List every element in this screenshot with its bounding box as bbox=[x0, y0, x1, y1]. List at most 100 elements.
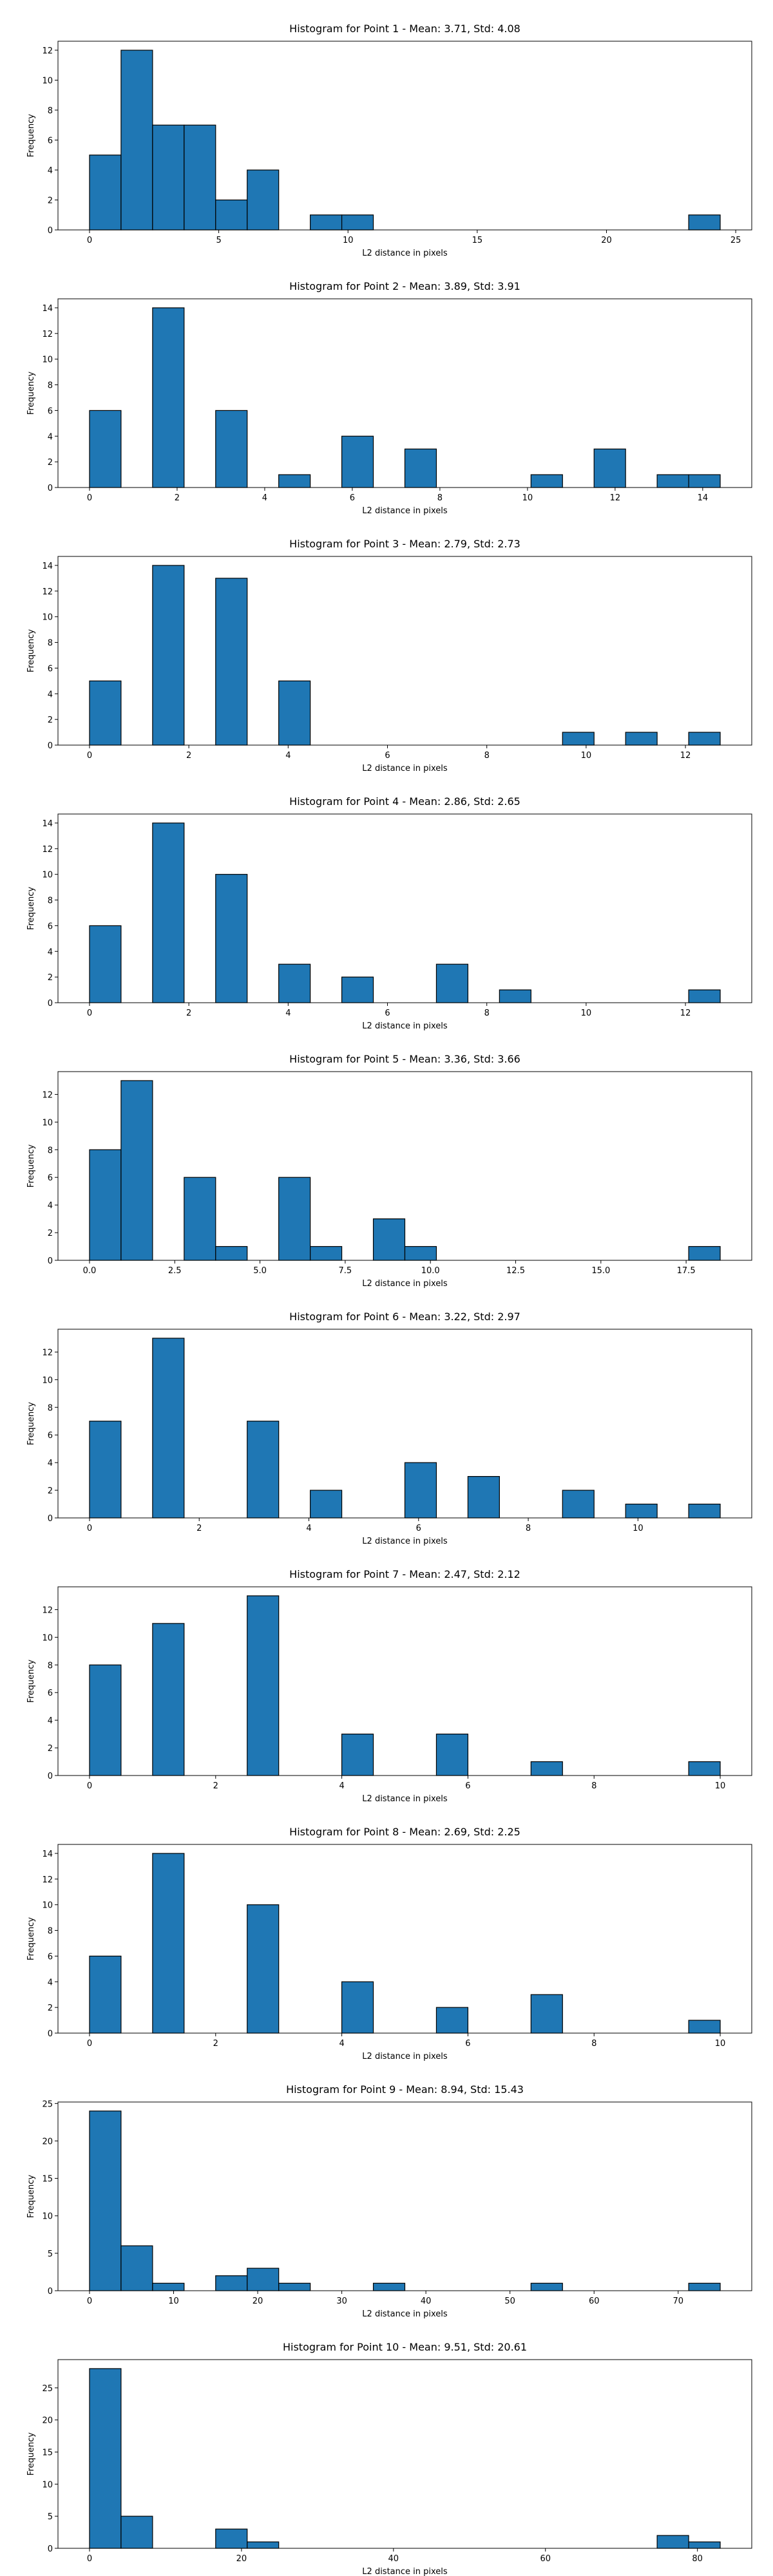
x-tick-label: 10 bbox=[715, 2039, 726, 2049]
x-tick-label: 2 bbox=[175, 493, 180, 503]
x-axis-label: L2 distance in pixels bbox=[362, 2052, 448, 2061]
y-axis-label: Frequency bbox=[26, 1917, 36, 1960]
bar bbox=[404, 1245, 437, 1261]
y-tick-label: 15 bbox=[42, 2175, 53, 2184]
y-tick-label: 4 bbox=[48, 1459, 53, 1468]
y-axis-label: Frequency bbox=[26, 1144, 36, 1188]
y-tick-label: 2 bbox=[48, 2003, 53, 2013]
y-tick-label: 25 bbox=[42, 2099, 53, 2109]
bar bbox=[247, 1421, 280, 1519]
bar bbox=[215, 2275, 248, 2291]
y-tick-label: 10 bbox=[42, 76, 53, 86]
x-tick-label: 7.5 bbox=[339, 1266, 352, 1276]
bar bbox=[341, 214, 374, 231]
y-tick-label: 14 bbox=[42, 1850, 53, 1859]
x-tick-label: 6 bbox=[385, 751, 390, 761]
y-tick-label: 6 bbox=[48, 1173, 53, 1183]
bar bbox=[688, 474, 721, 488]
y-tick-label: 8 bbox=[48, 106, 53, 116]
y-tick-label: 8 bbox=[48, 1403, 53, 1413]
bar bbox=[372, 2282, 406, 2291]
x-tick-label: 4 bbox=[339, 2039, 344, 2049]
x-axis-label: L2 distance in pixels bbox=[362, 249, 448, 258]
bar bbox=[152, 1623, 185, 1776]
bar bbox=[278, 680, 311, 746]
bar bbox=[215, 1245, 248, 1261]
x-tick-label: 12 bbox=[680, 1009, 691, 1018]
y-tick-label: 6 bbox=[48, 1431, 53, 1441]
bar bbox=[625, 1503, 658, 1519]
y-tick-label: 10 bbox=[42, 1376, 53, 1385]
y-tick-label: 8 bbox=[48, 896, 53, 906]
x-tick-label: 4 bbox=[285, 751, 291, 761]
x-tick-label: 2 bbox=[186, 1009, 191, 1018]
x-tick-label: 4 bbox=[262, 493, 267, 503]
bar bbox=[688, 989, 721, 1003]
x-tick-label: 10 bbox=[522, 493, 533, 503]
bar bbox=[120, 2245, 153, 2291]
x-tick-label: 0 bbox=[87, 1009, 92, 1018]
bar bbox=[278, 474, 311, 488]
x-tick-label: 6 bbox=[416, 1524, 421, 1533]
bar bbox=[656, 2535, 689, 2549]
bar bbox=[435, 2007, 469, 2034]
bar bbox=[152, 1338, 185, 1519]
x-tick-label: 0 bbox=[87, 2297, 92, 2306]
x-tick-label: 4 bbox=[285, 1009, 291, 1018]
y-tick-label: 2 bbox=[48, 1229, 53, 1238]
bar bbox=[184, 124, 216, 231]
bar bbox=[372, 1218, 406, 1261]
y-tick-label: 10 bbox=[42, 2480, 53, 2490]
y-tick-label: 2 bbox=[48, 715, 53, 725]
bar bbox=[278, 1177, 311, 1261]
bar bbox=[404, 448, 437, 488]
x-tick-label: 17.5 bbox=[677, 1266, 696, 1276]
x-tick-label: 0 bbox=[87, 1781, 92, 1791]
y-tick-label: 2 bbox=[48, 458, 53, 468]
chart-title: Histogram for Point 7 - Mean: 2.47, Std:… bbox=[289, 1568, 520, 1580]
chart-title: Histogram for Point 1 - Mean: 3.71, Std:… bbox=[289, 23, 520, 35]
y-tick-label: 6 bbox=[48, 136, 53, 146]
y-tick-label: 8 bbox=[48, 639, 53, 649]
x-tick-label: 10 bbox=[581, 1009, 592, 1018]
x-tick-label: 6 bbox=[465, 2039, 470, 2049]
x-tick-label: 5.0 bbox=[253, 1266, 267, 1276]
bar bbox=[310, 1490, 343, 1519]
y-tick-label: 20 bbox=[42, 2416, 53, 2426]
x-tick-label: 20 bbox=[601, 236, 612, 245]
y-tick-label: 0 bbox=[48, 999, 53, 1009]
y-tick-label: 6 bbox=[48, 406, 53, 416]
axes-frame bbox=[57, 556, 752, 746]
y-tick-label: 10 bbox=[42, 355, 53, 365]
chart-title: Histogram for Point 5 - Mean: 3.36, Std:… bbox=[289, 1053, 520, 1065]
y-tick-label: 4 bbox=[48, 1201, 53, 1211]
x-tick-label: 10 bbox=[581, 751, 592, 761]
bar bbox=[688, 2541, 721, 2549]
x-tick-label: 60 bbox=[540, 2554, 551, 2564]
bar bbox=[89, 2110, 122, 2291]
x-axis-label: L2 distance in pixels bbox=[362, 1279, 448, 1289]
axes-frame bbox=[57, 813, 752, 1003]
y-tick-label: 12 bbox=[42, 1348, 53, 1358]
bar bbox=[688, 1761, 721, 1776]
axes-frame bbox=[57, 1071, 752, 1261]
bar bbox=[688, 2282, 721, 2291]
bar bbox=[152, 822, 185, 1003]
bar bbox=[530, 1994, 563, 2034]
bar bbox=[530, 474, 563, 488]
bar bbox=[341, 1981, 374, 2034]
bar bbox=[89, 1149, 122, 1261]
y-tick-label: 2 bbox=[48, 1744, 53, 1754]
bar bbox=[562, 1490, 595, 1519]
x-tick-label: 80 bbox=[692, 2554, 703, 2564]
x-tick-label: 6 bbox=[465, 1781, 470, 1791]
bar bbox=[152, 2282, 185, 2291]
x-tick-label: 6 bbox=[350, 493, 355, 503]
y-tick-label: 0 bbox=[48, 2544, 53, 2554]
y-tick-label: 15 bbox=[42, 2448, 53, 2458]
bar bbox=[625, 732, 658, 746]
bar bbox=[215, 199, 248, 231]
bar bbox=[341, 435, 374, 488]
x-tick-label: 2 bbox=[186, 751, 191, 761]
bar bbox=[247, 1904, 280, 2034]
